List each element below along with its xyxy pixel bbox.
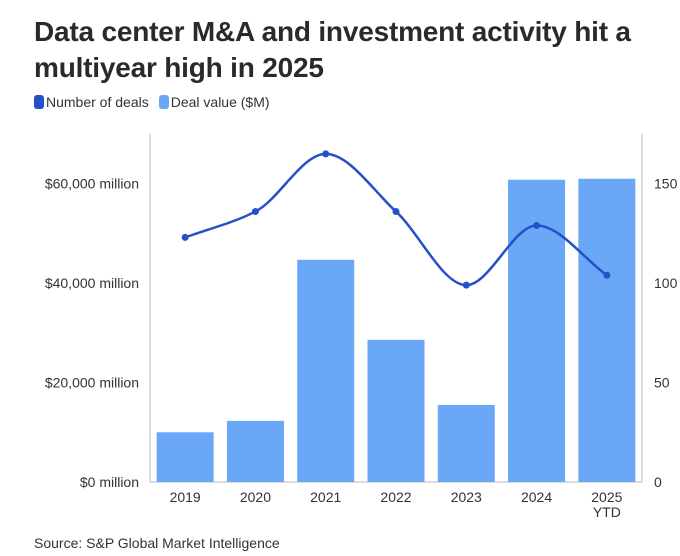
point-number-of-deals <box>251 208 259 216</box>
bar-deal-value <box>578 178 636 482</box>
bar-deal-value <box>156 432 214 482</box>
x-tick-label: 2023 <box>451 489 482 505</box>
bar-deal-value <box>508 179 566 483</box>
x-tick-label: 2022 <box>380 489 411 505</box>
y-left-tick-label: $0 million <box>80 474 139 490</box>
x-tick-label: 2021 <box>310 489 341 505</box>
x-tick-label: 2024 <box>521 489 552 505</box>
y-right-tick-label: 100 <box>654 275 678 291</box>
point-number-of-deals <box>462 281 470 289</box>
point-number-of-deals <box>322 150 330 158</box>
y-left-tick-label: $40,000 million <box>45 275 139 291</box>
legend-label-value: Deal value ($M) <box>170 94 270 110</box>
y-left-tick-label: $60,000 million <box>45 176 139 192</box>
legend-item-value: Deal value ($M) <box>158 94 270 110</box>
bar-deal-value <box>367 339 425 482</box>
bar-deal-value <box>226 420 284 482</box>
legend-swatch-deals <box>34 95 44 109</box>
x-tick-label: 2019 <box>170 489 201 505</box>
point-number-of-deals <box>603 271 611 279</box>
legend: Number of deals Deal value ($M) <box>34 94 270 110</box>
x-tick-label: 2025 <box>591 489 622 505</box>
legend-label-deals: Number of deals <box>46 94 149 110</box>
legend-item-deals: Number of deals <box>34 94 149 110</box>
y-right-tick-label: 0 <box>654 474 662 490</box>
legend-swatch-value <box>158 95 169 109</box>
point-number-of-deals <box>181 233 189 241</box>
y-right-tick-label: 150 <box>654 176 678 192</box>
y-left-tick-label: $20,000 million <box>45 375 139 391</box>
source-note: Source: S&P Global Market Intelligence <box>34 535 280 551</box>
point-number-of-deals <box>392 208 400 216</box>
x-tick-label: YTD <box>593 504 621 520</box>
x-tick-label: 2020 <box>240 489 271 505</box>
y-right-tick-label: 50 <box>654 375 670 391</box>
bar-deal-value <box>297 259 355 482</box>
bar-deal-value <box>437 404 495 482</box>
chart-title: Data center M&A and investment activity … <box>34 16 631 83</box>
point-number-of-deals <box>533 221 541 229</box>
